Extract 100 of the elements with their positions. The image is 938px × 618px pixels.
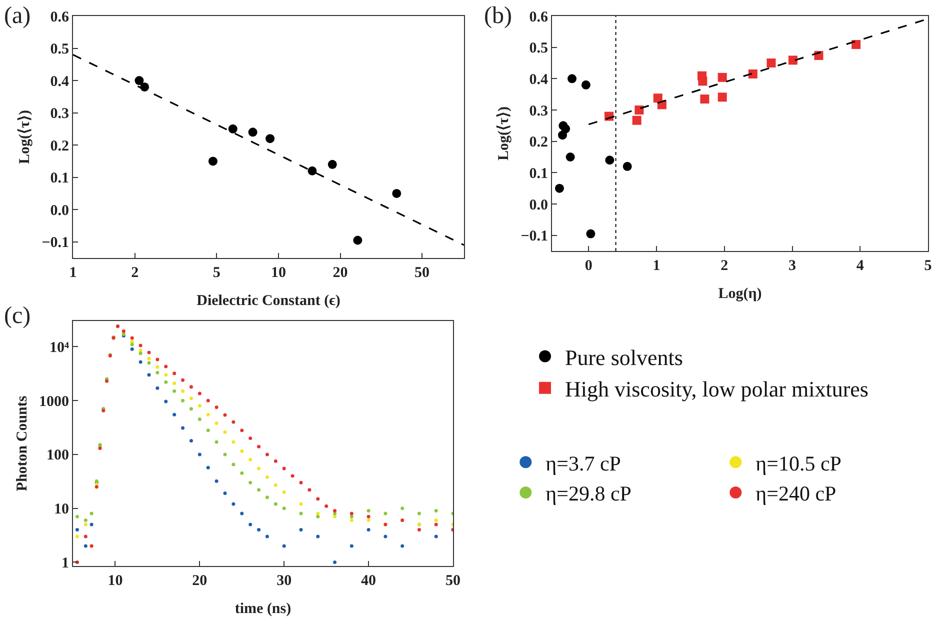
point xyxy=(130,336,134,340)
point xyxy=(350,514,354,518)
legend-label: η=29.8 cP xyxy=(546,482,632,506)
point xyxy=(164,380,168,384)
point xyxy=(265,496,269,500)
x-tick-label: 1 xyxy=(652,258,660,274)
point xyxy=(316,534,320,538)
y-tick-label: 0.6 xyxy=(529,9,548,26)
point xyxy=(156,386,160,390)
x-tick-label: 4 xyxy=(856,258,864,274)
x-tick-label: 30 xyxy=(276,573,292,589)
y-tick-label: 1 xyxy=(62,555,69,572)
point xyxy=(181,378,185,382)
point xyxy=(164,364,168,368)
point xyxy=(698,76,708,86)
point xyxy=(94,485,98,489)
point xyxy=(164,400,168,404)
y-axis-title: Log(⟨τ⟩) xyxy=(496,106,512,160)
point xyxy=(257,466,261,470)
point xyxy=(156,370,160,374)
point xyxy=(138,344,142,348)
point xyxy=(84,518,88,522)
x-axis-title: Dielectric Constant (ϵ) xyxy=(196,293,340,309)
point xyxy=(240,449,244,453)
point xyxy=(214,440,218,444)
point xyxy=(434,509,438,513)
point xyxy=(700,94,710,104)
point xyxy=(400,506,404,510)
point xyxy=(138,348,142,352)
point xyxy=(248,458,252,462)
point xyxy=(84,544,88,548)
point xyxy=(130,342,134,346)
point xyxy=(189,385,193,389)
x-tick-label: 50 xyxy=(446,573,460,589)
point xyxy=(324,504,328,508)
x-tick-label: 5 xyxy=(212,265,220,281)
point xyxy=(316,514,320,518)
point xyxy=(172,412,176,416)
y-tick-label: 100 xyxy=(46,448,69,464)
x-tick-label: 10 xyxy=(108,573,123,589)
x-tick-label: 5 xyxy=(924,258,932,274)
point xyxy=(147,361,151,365)
point xyxy=(282,490,286,494)
point xyxy=(90,522,94,526)
point xyxy=(568,74,577,84)
point xyxy=(156,365,160,369)
point xyxy=(299,480,303,484)
point xyxy=(333,514,337,518)
point xyxy=(189,396,193,400)
point xyxy=(350,518,354,522)
y-tick-label: 0.2 xyxy=(529,134,548,151)
point xyxy=(434,534,438,538)
point xyxy=(316,512,320,516)
point xyxy=(366,509,370,513)
point xyxy=(581,80,590,90)
point xyxy=(240,512,244,516)
point xyxy=(75,534,79,538)
y-tick-label: 0.1 xyxy=(529,166,548,182)
point xyxy=(274,483,278,487)
point xyxy=(147,350,151,354)
point xyxy=(634,106,644,114)
point xyxy=(198,452,202,456)
point xyxy=(206,466,210,470)
point xyxy=(366,518,370,522)
point xyxy=(766,58,776,68)
point xyxy=(172,372,176,376)
x-tick-label: 3 xyxy=(788,258,796,274)
y-tick-label: 0.0 xyxy=(529,197,548,214)
point xyxy=(214,421,218,425)
point xyxy=(189,438,193,442)
x-tick-label: 2 xyxy=(131,265,139,281)
point xyxy=(434,522,438,526)
point xyxy=(232,420,236,424)
point xyxy=(90,512,94,516)
point xyxy=(198,418,202,422)
point xyxy=(788,56,798,65)
point xyxy=(84,534,88,538)
y-tick-label: 0.5 xyxy=(50,42,69,58)
point xyxy=(75,514,79,518)
legend-label: High viscosity, low polar mixtures xyxy=(565,376,868,402)
point xyxy=(417,512,421,516)
point xyxy=(308,488,312,492)
point xyxy=(265,475,269,479)
x-tick-label: 20 xyxy=(332,265,348,281)
point xyxy=(181,389,185,393)
point xyxy=(206,398,210,402)
legend-label: η=240 cP xyxy=(756,482,836,506)
point xyxy=(333,509,337,513)
point xyxy=(622,162,632,171)
x-tick-label: 20 xyxy=(192,573,208,589)
y-axis-title: Log(⟨τ⟩) xyxy=(16,110,33,164)
y-tick-label: 0.4 xyxy=(50,74,70,90)
point xyxy=(299,512,303,516)
point xyxy=(566,152,575,162)
x-tick-label: 10 xyxy=(270,265,286,281)
point xyxy=(181,398,185,402)
y-tick-label: 10 xyxy=(54,502,69,518)
point xyxy=(316,497,320,501)
chart-title: (b) xyxy=(484,2,512,29)
legend-label: η=10.5 cP xyxy=(756,451,842,476)
